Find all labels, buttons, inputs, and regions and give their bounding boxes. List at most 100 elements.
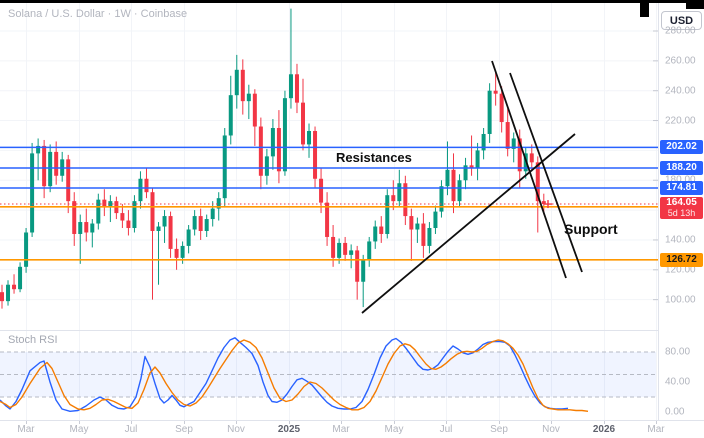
candle-body — [210, 208, 215, 220]
currency-usd-button[interactable]: USD — [661, 11, 702, 30]
time-tick-dash — [236, 421, 237, 424]
candle-body — [72, 201, 77, 234]
stoch-k-line — [0, 337, 569, 412]
candle-body — [325, 202, 330, 237]
top-notch-artifact — [640, 0, 649, 17]
candle-body — [144, 178, 149, 193]
time-tick-dash — [551, 421, 552, 424]
time-tick-dash — [446, 421, 447, 424]
candle-body — [198, 216, 203, 231]
candle-body — [529, 153, 534, 163]
resistances-annotation[interactable]: Resistances — [336, 150, 412, 165]
candle-body — [90, 223, 95, 233]
candle-body — [511, 138, 516, 149]
candle-body — [457, 180, 462, 202]
candle-body — [18, 266, 23, 290]
candle-body — [240, 69, 245, 102]
candle-body — [108, 201, 113, 208]
candle-body — [192, 216, 197, 230]
candle-body — [499, 93, 504, 123]
time-tick-dash — [131, 421, 132, 424]
candle-body — [12, 284, 17, 290]
candle-body — [487, 90, 492, 134]
resistance-price-label: 174.81 — [660, 180, 703, 195]
candle-body — [355, 250, 360, 282]
stoch-tick-label: 80.00 — [665, 346, 691, 358]
price-tick-label: 180.00 — [665, 175, 696, 186]
candle-body — [397, 183, 402, 202]
candle-body — [138, 178, 143, 202]
candle-body — [427, 228, 432, 246]
current-candle-countdown: 5d 13h — [667, 208, 696, 219]
time-tick-dash — [289, 421, 290, 424]
candle-body — [331, 236, 336, 258]
candle-body — [222, 135, 227, 199]
current-price-label: 164.05 5d 13h — [660, 197, 703, 220]
candle-body — [288, 74, 293, 99]
candle-body — [517, 138, 522, 172]
time-tick-dash — [394, 421, 395, 424]
stoch-tick-label: 0.00 — [665, 406, 685, 418]
price-tick-label: 260.00 — [665, 55, 696, 67]
candle-body — [270, 128, 275, 157]
symbol-title[interactable]: Solana / U.S. Dollar · 1W · Coinbase — [8, 8, 188, 20]
candle-body — [48, 151, 53, 187]
trendline — [361, 133, 576, 314]
price-tick-label: 140.00 — [665, 234, 696, 246]
candle-body — [313, 130, 318, 179]
time-tick-dash — [341, 421, 342, 424]
time-tick-label: Nov — [542, 424, 560, 435]
candle-body — [96, 199, 101, 224]
time-tick-label: Mar — [647, 424, 665, 435]
top-right-corner-artifact — [686, 0, 704, 9]
candle-body — [132, 201, 137, 229]
candle-body — [367, 241, 372, 260]
time-tick-label: 2025 — [277, 424, 301, 435]
time-tick-label: 2026 — [592, 424, 616, 435]
stoch-rsi-label[interactable]: Stoch RSI — [8, 334, 58, 346]
chart-pane[interactable] — [0, 0, 658, 420]
candle-body — [216, 198, 221, 209]
candle-body — [24, 232, 29, 267]
candle-body — [42, 145, 47, 187]
candle-body — [150, 192, 155, 231]
candle-body — [120, 213, 125, 221]
time-tick-label: Jul — [124, 424, 138, 435]
candle-body — [6, 284, 11, 302]
candle-body — [451, 169, 456, 202]
time-tick-label: Mar — [17, 424, 35, 435]
time-tick-dash — [184, 421, 185, 424]
time-tick-label: May — [69, 424, 89, 435]
candle-body — [0, 292, 4, 302]
candle-body — [403, 183, 408, 217]
top-edge-artifact — [0, 0, 704, 3]
candle-body — [373, 226, 378, 242]
stoch-tick-label: 40.00 — [665, 376, 691, 388]
candle-body — [102, 199, 107, 208]
candle-body — [30, 153, 35, 233]
price-tick-label: 120.00 — [665, 264, 696, 276]
candle-body — [282, 98, 287, 172]
time-tick-label: May — [384, 424, 404, 435]
time-tick-dash — [656, 421, 657, 424]
candle-body — [463, 165, 468, 181]
candle-body — [469, 165, 474, 169]
candle-body — [349, 250, 354, 255]
time-tick-label: Sep — [175, 424, 193, 435]
candle-body — [433, 211, 438, 229]
stoch-d-line — [0, 339, 589, 412]
candle-body — [276, 128, 281, 172]
candle-body — [301, 102, 305, 145]
candle-body — [379, 226, 384, 234]
candle-body — [186, 229, 191, 246]
time-tick-dash — [79, 421, 80, 424]
candle-body — [180, 245, 185, 258]
candle-body — [126, 220, 131, 229]
price-axis[interactable]: USD 280.00 260.00 240.00 220.00 180.00 140.00… — [658, 0, 704, 420]
candle-body — [258, 126, 263, 176]
time-axis[interactable]: Mar May Jul Sep Nov 2025 Mar May Jul Sep Nov 2026 Ma… — [0, 420, 704, 438]
support-annotation[interactable]: Support — [564, 221, 618, 237]
candle-body — [415, 223, 420, 230]
candle-body — [54, 151, 59, 176]
